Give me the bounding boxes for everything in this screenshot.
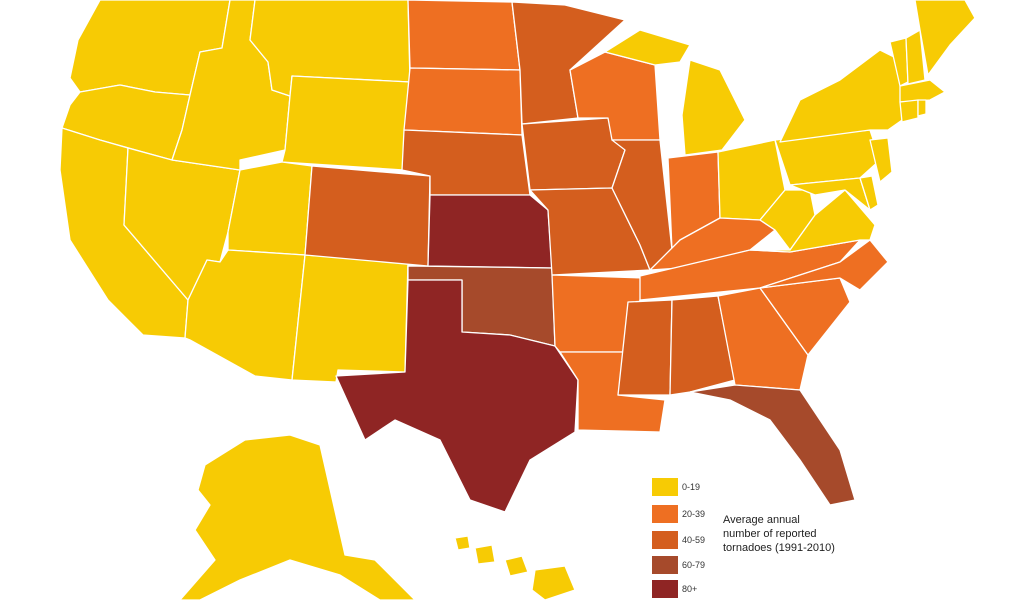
legend-label-0-19: 0-19 [682,482,701,492]
state-ri [917,99,927,117]
state-fl [689,384,856,506]
legend-swatch-0-19 [652,478,678,496]
state-ct [899,99,919,123]
legend-swatch-80-plus [652,580,678,598]
state-mi-lower [681,59,746,156]
state-sd [403,67,523,136]
state-mi-upper [604,29,691,66]
state-me [914,0,976,76]
state-ga [717,287,809,391]
state-hi-4 [531,565,576,600]
state-md [789,177,871,211]
state-al [669,295,736,396]
legend-swatch-60-79 [652,556,678,574]
legend-title-line-1: Average annual [723,514,800,526]
state-hi-2 [474,544,496,565]
state-wy [281,75,411,171]
state-ma [899,79,946,103]
legend-title-line-2: number of reported [723,528,817,540]
state-ks [427,194,553,269]
legend-title: Average annual number of reported tornad… [723,513,903,555]
legend-label-40-59: 40-59 [682,535,706,545]
legend-title-line-3: tornadoes (1991-2010) [723,542,835,554]
state-nc [759,239,889,291]
state-ak [179,434,416,600]
map-legend: 0-19 20-39 40-59 60-79 80+ Average annua… [652,478,912,600]
state-ut [227,161,313,256]
legend-swatch-40-59 [652,531,678,549]
state-de [859,175,879,211]
legend-label-60-79: 60-79 [682,560,706,570]
legend-label-20-39: 20-39 [682,509,706,519]
state-az [184,249,306,381]
state-ms [617,299,673,396]
state-il [611,139,673,271]
state-nm [291,254,409,383]
state-nj [869,137,893,183]
state-nh [905,29,926,85]
state-ny [779,49,906,143]
state-va [749,189,876,253]
state-co [304,165,431,267]
state-tx [335,279,579,513]
legend-label-80-plus: 80+ [682,584,698,594]
legend-swatch-20-39 [652,505,678,523]
state-hi-1 [454,535,471,551]
state-hi-3 [504,555,529,577]
state-nd [407,0,521,71]
